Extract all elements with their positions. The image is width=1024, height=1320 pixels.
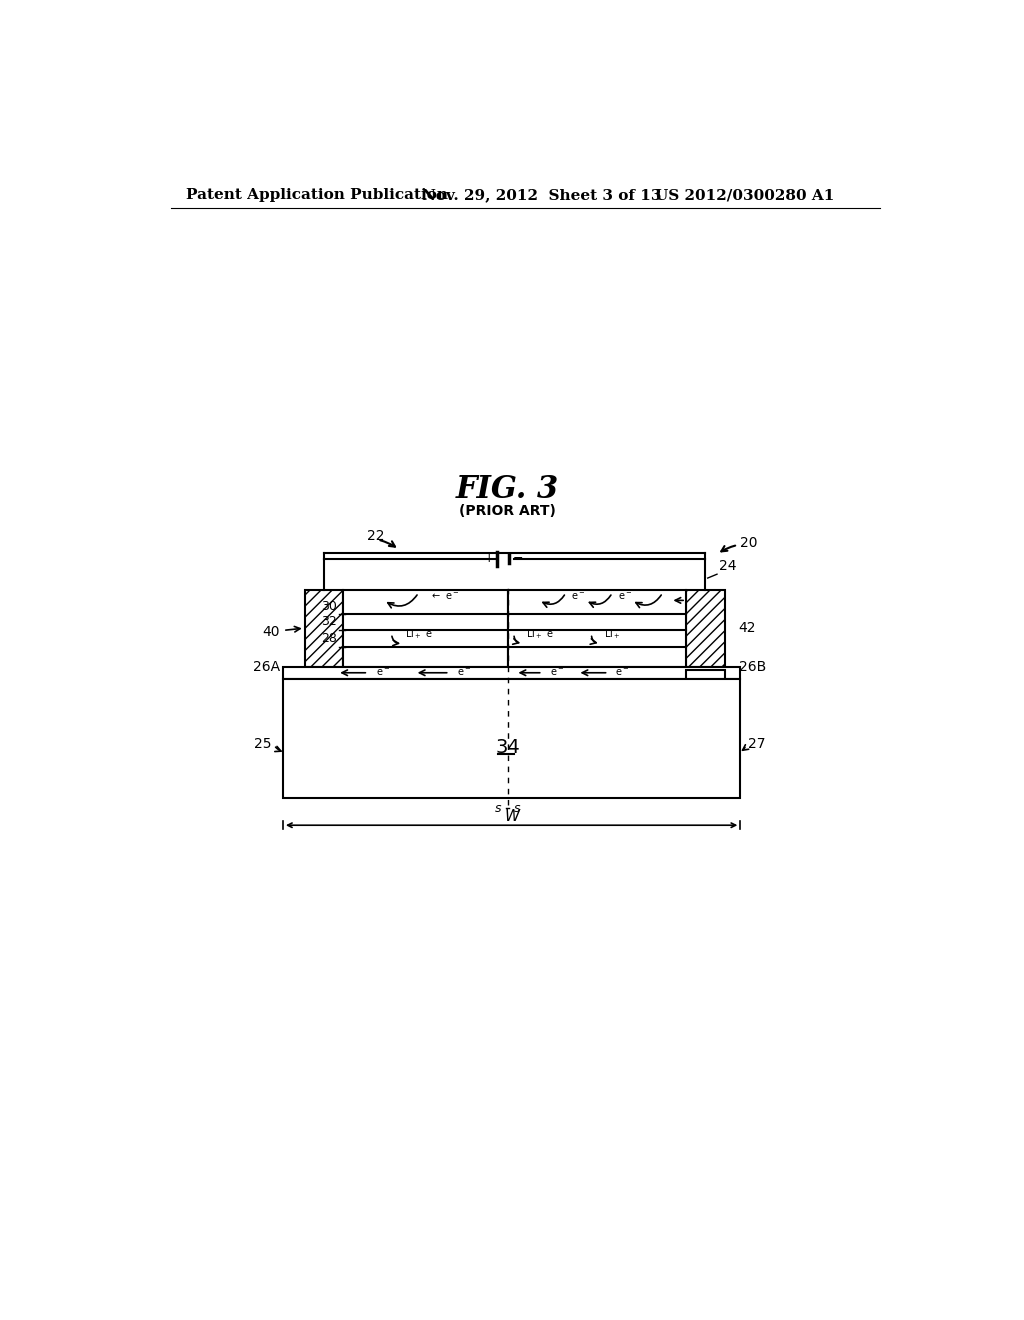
Text: 20: 20 — [740, 536, 758, 550]
Text: W: W — [504, 809, 519, 824]
Text: −: − — [513, 552, 523, 565]
Text: e$^-$: e$^-$ — [614, 668, 629, 678]
Text: 40: 40 — [262, 624, 280, 639]
Bar — [283, 678, 740, 797]
Text: Li$_+$ e$^-$: Li$_+$ e$^-$ — [525, 627, 560, 642]
Text: Nov. 29, 2012  Sheet 3 of 13: Nov. 29, 2012 Sheet 3 of 13 — [423, 189, 662, 202]
Text: Patent Application Publication: Patent Application Publication — [186, 189, 449, 202]
Text: 42: 42 — [738, 622, 756, 635]
Bar — [283, 667, 740, 678]
Text: s: s — [495, 801, 502, 814]
Text: 34: 34 — [496, 738, 520, 756]
Text: s: s — [514, 801, 520, 814]
Text: 32: 32 — [322, 615, 337, 628]
Bar — [305, 590, 343, 667]
Bar — [343, 590, 508, 667]
Text: $\leftarrow$ e$^-$: $\leftarrow$ e$^-$ — [430, 591, 460, 602]
Bar — [508, 590, 686, 667]
Text: e$^-$: e$^-$ — [376, 668, 390, 678]
Text: 30: 30 — [322, 599, 337, 612]
Text: +: + — [483, 552, 495, 565]
Text: 28: 28 — [322, 632, 337, 645]
Text: 25: 25 — [254, 737, 271, 751]
Text: US 2012/0300280 A1: US 2012/0300280 A1 — [655, 189, 835, 202]
Bar — [686, 590, 725, 667]
Text: 26A: 26A — [253, 660, 280, 673]
Text: Li$_+$: Li$_+$ — [604, 627, 621, 642]
Text: e$^-$: e$^-$ — [571, 591, 586, 602]
Bar — [686, 669, 725, 678]
Text: 24: 24 — [719, 558, 736, 573]
Text: Li$_+$ e$^-$: Li$_+$ e$^-$ — [406, 627, 440, 642]
Text: FIG. 3: FIG. 3 — [456, 474, 559, 506]
Text: 22: 22 — [367, 529, 384, 543]
Text: e$^-$: e$^-$ — [617, 591, 632, 602]
Text: e$^-$: e$^-$ — [458, 668, 472, 678]
Text: e$^-$: e$^-$ — [550, 668, 565, 678]
Text: (PRIOR ART): (PRIOR ART) — [460, 504, 556, 517]
Text: 26B: 26B — [738, 660, 766, 673]
Text: 27: 27 — [748, 737, 766, 751]
